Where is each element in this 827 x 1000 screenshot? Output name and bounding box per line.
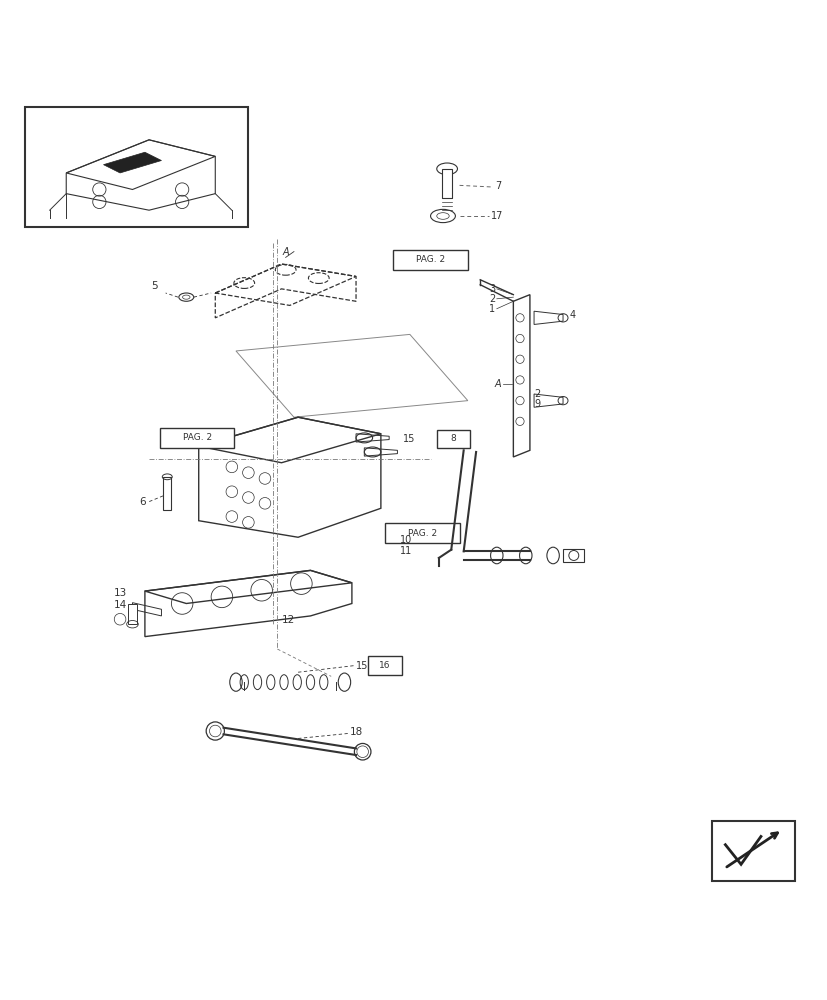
Text: 2: 2 <box>533 389 540 399</box>
Bar <box>393 250 467 270</box>
Text: 6: 6 <box>139 497 146 507</box>
Text: 8: 8 <box>451 434 456 443</box>
Bar <box>385 523 459 543</box>
Bar <box>442 169 452 198</box>
Text: A: A <box>282 247 289 257</box>
Text: 15: 15 <box>356 661 368 671</box>
Text: 16: 16 <box>379 661 390 670</box>
Text: PAG. 2: PAG. 2 <box>182 433 212 442</box>
Text: 3: 3 <box>489 284 495 294</box>
Bar <box>160 428 234 448</box>
Text: 1: 1 <box>489 304 495 314</box>
Bar <box>25 107 248 227</box>
Text: PAG. 2: PAG. 2 <box>415 255 445 264</box>
Bar <box>163 477 171 510</box>
Text: 13: 13 <box>114 588 127 598</box>
Text: 2: 2 <box>488 294 495 304</box>
Bar <box>711 821 794 881</box>
Text: 5: 5 <box>151 281 158 291</box>
Text: 12: 12 <box>281 615 294 625</box>
Text: 18: 18 <box>350 727 363 737</box>
Text: PAG. 2: PAG. 2 <box>407 529 437 538</box>
Bar <box>562 549 583 562</box>
Text: A: A <box>494 379 500 389</box>
Text: 10: 10 <box>399 535 412 545</box>
Text: 15: 15 <box>403 434 415 444</box>
Text: 14: 14 <box>114 600 127 610</box>
Text: 4: 4 <box>569 310 575 320</box>
Text: 11: 11 <box>399 546 412 556</box>
Text: 7: 7 <box>495 181 501 191</box>
Bar <box>437 430 470 448</box>
Bar <box>368 656 401 675</box>
Polygon shape <box>103 152 161 173</box>
Text: 17: 17 <box>490 211 503 221</box>
Text: 9: 9 <box>533 399 539 409</box>
Bar <box>128 604 136 624</box>
